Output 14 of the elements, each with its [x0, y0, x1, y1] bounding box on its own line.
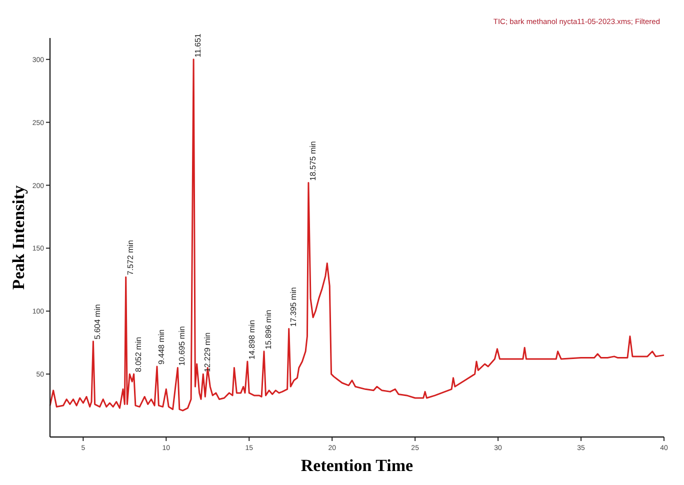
- annotation: 5.604 min: [93, 304, 102, 340]
- annotation: 10.695 min: [178, 326, 187, 366]
- x-axis-title: Retention Time: [300, 456, 414, 475]
- annotation: 18.575 min: [308, 141, 318, 181]
- annotation: 8.052 min: [134, 336, 143, 372]
- annotation: 7.572 min: [126, 240, 135, 276]
- annotation: 14.898 min: [247, 320, 256, 360]
- line-series: [49, 58, 665, 412]
- annotation: 9.448 min: [157, 329, 166, 365]
- annotation: 15.896 min: [264, 310, 274, 350]
- annotation: 12.229 min: [203, 332, 212, 372]
- annotation: 11.651: [194, 32, 203, 58]
- annotation: 17.395 min: [288, 287, 298, 327]
- y-axis-title: Peak Intensity: [9, 184, 28, 290]
